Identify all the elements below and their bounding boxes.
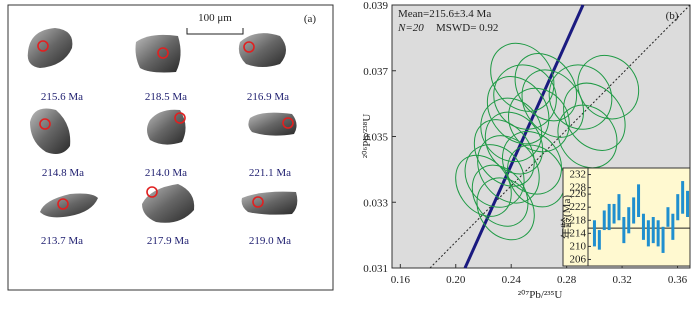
spot — [282, 117, 294, 129]
age-label: 218.5 Ma — [145, 91, 187, 103]
x-tick-label: 0.28 — [557, 274, 577, 286]
spot — [146, 186, 158, 198]
x-tick-label: 0.36 — [668, 274, 688, 286]
grain — [248, 112, 297, 136]
x-axis-label: ²⁰⁷Pb/²³⁵U — [518, 289, 563, 301]
x-tick-label: 0.24 — [502, 274, 522, 286]
error-ellipse — [506, 144, 566, 208]
spot — [37, 40, 49, 52]
x-tick-label: 0.20 — [446, 274, 466, 286]
x-tick-label: 0.16 — [391, 274, 411, 286]
spot — [174, 112, 186, 124]
y-tick-label: 0.039 — [363, 0, 388, 12]
y-tick-label: 0.035 — [363, 132, 388, 144]
age-label: 215.6 Ma — [41, 91, 83, 103]
age-label: 219.0 Ma — [249, 235, 291, 247]
error-ellipse — [563, 82, 626, 151]
grain — [27, 28, 73, 68]
concordia — [429, 4, 691, 269]
scale-bar — [186, 28, 244, 35]
annotation: N=20 — [397, 22, 424, 34]
panel-label: (b) — [666, 10, 679, 22]
grain — [147, 109, 186, 145]
spot — [57, 198, 69, 210]
error-ellipse — [508, 87, 570, 153]
error-ellipse — [521, 69, 585, 138]
y-tick-label: 218 — [570, 214, 587, 226]
scale-label: 100 μm — [198, 12, 232, 24]
age-label: 214.8 Ma — [42, 167, 84, 179]
grain — [142, 184, 195, 223]
error-ellipse — [557, 104, 618, 169]
error-ellipse — [484, 111, 544, 175]
grain — [40, 193, 98, 218]
spot — [243, 41, 255, 53]
age-label: 221.1 Ma — [249, 167, 291, 179]
y-tick-label: 232 — [570, 169, 587, 181]
error-ellipse — [480, 97, 543, 163]
age-label: 214.0 Ma — [145, 167, 187, 179]
age-label: 216.9 Ma — [247, 91, 289, 103]
error-ellipse — [476, 177, 535, 241]
error-ellipse — [477, 135, 540, 204]
annotation: MSWD= 0.92 — [436, 22, 498, 34]
annotation: Mean=215.6±3.4 Ma — [398, 8, 491, 20]
y-tick-label: 206 — [570, 253, 587, 265]
y-tick-label: 0.033 — [363, 197, 388, 209]
y-axis-label: ²⁰⁶Pb/²³⁸U — [361, 114, 373, 159]
y-tick-label: 228 — [570, 182, 587, 194]
y-tick-label: 0.031 — [363, 263, 388, 275]
age-label: 217.9 Ma — [147, 235, 189, 247]
y-tick-label: 210 — [570, 240, 587, 252]
spot — [157, 47, 169, 59]
age-label: 213.7 Ma — [41, 235, 83, 247]
y-tick-label: 222 — [570, 201, 587, 213]
y-tick-label: 0.037 — [363, 66, 388, 78]
spot — [252, 196, 264, 208]
y-tick-label: 226 — [570, 188, 587, 200]
grain — [30, 108, 71, 154]
grains — [27, 28, 298, 223]
error-ellipse — [501, 131, 563, 195]
error-ellipse — [577, 55, 640, 120]
y-axis-label: 年龄(Ma) — [559, 195, 573, 239]
error-ellipse — [548, 64, 613, 130]
error-ellipse — [455, 154, 512, 217]
x-tick-label: 0.32 — [612, 274, 631, 286]
error-ellipse — [490, 42, 555, 112]
error-ellipse — [493, 64, 557, 130]
error-ellipse — [471, 164, 529, 227]
y-tick-label: 214 — [570, 227, 587, 239]
panel-label: (a) — [304, 13, 317, 25]
spot — [39, 118, 51, 130]
